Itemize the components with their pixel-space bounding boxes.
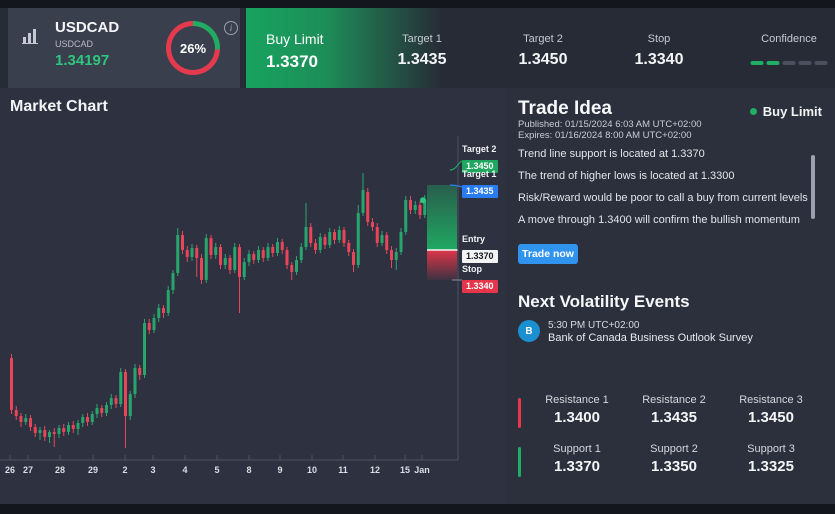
direction-dot-icon [749, 108, 757, 115]
metric-value: 1.3435 [397, 51, 447, 68]
level-value: 1.3350 [651, 458, 697, 475]
tag-badge: 1.3450 [462, 160, 498, 173]
svg-text:15: 15 [400, 465, 410, 475]
metric-stop: Stop 1.3340 [609, 8, 709, 88]
resistance-3: Resistance 3 1.3450 [723, 394, 819, 426]
published-timestamp: Published: 01/15/2024 6:03 AM UTC+02:00 [518, 119, 702, 130]
confidence-dashes [750, 61, 828, 65]
trade-idea-title: Trade Idea [518, 98, 612, 119]
svg-text:12: 12 [370, 465, 380, 475]
tag-badge: 1.3435 [462, 185, 498, 198]
level-value: 1.3435 [651, 409, 697, 426]
support-3: Support 3 1.3325 [723, 443, 819, 475]
event-time: 5:30 PM UTC+02:00 [548, 320, 640, 331]
asset-name: USDCAD [55, 39, 94, 49]
direction-label: Buy Limit [762, 104, 822, 119]
price-tag-target1: Target 1 1.3435 [462, 169, 506, 199]
price-tag-stop: Stop 1.3340 [462, 264, 506, 294]
signal-buy-limit-tile[interactable]: Buy Limit 1.3370 [246, 8, 442, 88]
svg-text:29: 29 [88, 465, 98, 475]
metric-label: Target 1 [402, 33, 442, 45]
tag-name: Target 1 [462, 169, 497, 179]
svg-text:4: 4 [182, 465, 187, 475]
signal-entry-value: 1.3370 [266, 52, 318, 71]
idea-point: The trend of higher lows is located at 1… [518, 170, 735, 182]
svg-text:2: 2 [122, 465, 127, 475]
metric-label: Stop [647, 33, 671, 45]
svg-text:9: 9 [277, 465, 282, 475]
market-chart[interactable]: 26 27 28 29 2 3 4 5 8 9 10 11 12 15 Jan Target 2 1.345… [0, 130, 505, 504]
svg-text:8: 8 [246, 465, 251, 475]
event-calendar-icon: B [518, 320, 540, 342]
trade-idea-direction: Buy Limit [749, 104, 822, 119]
level-value: 1.3450 [748, 409, 794, 426]
support-row: Support 1 1.3370 Support 2 1.3350 Suppor… [505, 443, 835, 485]
level-label: Resistance 3 [739, 394, 803, 406]
scrollbar-thumb[interactable] [811, 155, 815, 219]
level-label: Resistance 2 [642, 394, 706, 406]
support-1: Support 1 1.3370 [529, 443, 625, 475]
resistance-row: Resistance 1 1.3400 Resistance 2 1.3435 … [505, 394, 835, 436]
level-value: 1.3400 [554, 409, 600, 426]
metric-value: 1.3450 [518, 51, 568, 68]
confidence-meter: Confidence [744, 8, 834, 88]
level-label: Resistance 1 [545, 394, 609, 406]
idea-point: Trend line support is located at 1.3370 [518, 148, 705, 160]
volatility-events-title: Next Volatility Events [518, 292, 690, 311]
event-name: Bank of Canada Business Outlook Survey [548, 332, 753, 344]
svg-text:11: 11 [338, 465, 348, 475]
trade-now-button[interactable]: Trade now [518, 244, 578, 264]
info-icon[interactable]: i [224, 21, 238, 35]
metric-target2: Target 2 1.3450 [493, 8, 593, 88]
level-label: Support 2 [650, 443, 698, 455]
confidence-gauge [166, 21, 220, 75]
metric-label: Target 2 [523, 33, 563, 45]
tag-badge: 1.3370 [462, 250, 498, 263]
level-value: 1.3370 [554, 458, 600, 475]
event-row: B 5:30 PM UTC+02:00 Bank of Canada Busin… [518, 320, 818, 346]
signal-header: USDCAD USDCAD 1.34197 26% i Buy Limit 1.… [0, 8, 835, 88]
signal-type-label: Buy Limit [266, 31, 324, 47]
support-2: Support 2 1.3350 [626, 443, 722, 475]
bottom-strip [0, 504, 835, 514]
tag-name: Stop [462, 264, 482, 274]
confidence-label: Confidence [761, 33, 817, 45]
svg-text:3: 3 [150, 465, 155, 475]
svg-text:10: 10 [307, 465, 317, 475]
tag-badge: 1.3340 [462, 280, 498, 293]
idea-point: A move through 1.3400 will confirm the b… [518, 214, 800, 226]
asset-price: 1.34197 [55, 52, 110, 69]
price-tag-entry: Entry 1.3370 [462, 234, 506, 264]
level-label: Support 1 [553, 443, 601, 455]
idea-point: Risk/Reward would be poor to call a buy … [518, 192, 808, 204]
metric-value: 1.3340 [634, 51, 684, 68]
svg-text:26: 26 [5, 465, 15, 475]
metric-target1: Target 1 1.3435 [372, 8, 472, 88]
trade-idea-points: Trend line support is located at 1.3370 … [518, 148, 808, 236]
svg-text:27: 27 [23, 465, 33, 475]
tag-name: Entry [462, 234, 486, 244]
svg-text:Jan: Jan [414, 465, 430, 475]
svg-text:28: 28 [55, 465, 65, 475]
market-chart-title: Market Chart [10, 98, 108, 115]
svg-text:5: 5 [214, 465, 219, 475]
price-tag-target2: Target 2 1.3450 [462, 144, 506, 174]
resistance-2: Resistance 2 1.3435 [626, 394, 722, 426]
trade-idea-panel: Trade Idea Buy Limit Published: 01/15/20… [505, 88, 835, 504]
support-bar-icon [518, 447, 521, 477]
resistance-bar-icon [518, 398, 521, 428]
level-label: Support 3 [747, 443, 795, 455]
resistance-1: Resistance 1 1.3400 [529, 394, 625, 426]
expires-timestamp: Expires: 01/16/2024 8:00 AM UTC+02:00 [518, 130, 692, 141]
asset-symbol: USDCAD [55, 19, 120, 36]
bar-chart-icon [22, 28, 40, 44]
gauge-percent: 26% [179, 40, 207, 56]
tag-name: Target 2 [462, 144, 497, 154]
candlestick-chart[interactable]: 26 27 28 29 2 3 4 5 8 9 10 11 12 15 Jan [0, 130, 505, 504]
level-value: 1.3325 [748, 458, 794, 475]
asset-card: USDCAD USDCAD 1.34197 26% i [8, 8, 240, 88]
top-strip [0, 0, 835, 8]
